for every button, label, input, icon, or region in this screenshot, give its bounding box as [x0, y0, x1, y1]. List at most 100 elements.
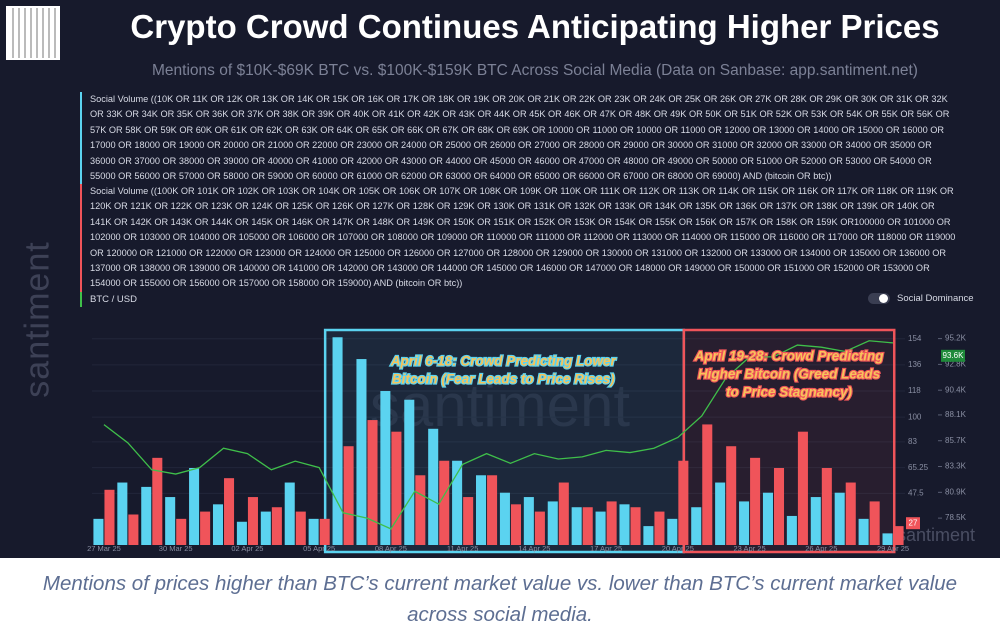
bar	[715, 482, 726, 545]
bar	[141, 486, 152, 545]
y2-tick-label: 88.1K	[945, 410, 967, 419]
bar	[104, 489, 115, 545]
bar	[332, 337, 343, 545]
bar	[176, 518, 187, 545]
price-line	[103, 340, 894, 530]
bar	[212, 504, 224, 545]
bar	[821, 468, 832, 545]
bar	[463, 497, 474, 545]
bar	[308, 518, 319, 545]
x-tick-label: 02 Apr 25	[231, 544, 263, 553]
annotation: Bitcoin (Fear Leads to Price Rises)	[392, 372, 615, 387]
bar	[582, 507, 593, 545]
bar	[295, 511, 306, 545]
x-tick-label: 20 Apr 25	[662, 544, 694, 553]
y-tick-label: 83	[908, 437, 917, 446]
bar	[797, 431, 808, 545]
legend-entry[interactable]: Social Volume ((100K OR 101K OR 102K OR …	[80, 184, 958, 292]
bar	[415, 475, 426, 545]
bar	[510, 504, 521, 545]
bar	[189, 468, 200, 545]
x-tick-label: 17 Apr 25	[590, 544, 622, 553]
chart-subtitle: Mentions of $10K-$69K BTC vs. $100K-$159…	[152, 62, 918, 79]
bar	[739, 501, 750, 545]
bar	[810, 497, 821, 545]
bar	[654, 511, 665, 545]
bar	[678, 460, 689, 545]
legend-entry[interactable]: BTC / USD	[80, 292, 137, 307]
x-tick-label: 23 Apr 25	[734, 544, 766, 553]
bar	[643, 526, 654, 545]
bar	[667, 518, 678, 545]
bar	[499, 492, 510, 545]
bar	[547, 501, 558, 545]
bar	[619, 504, 630, 545]
bar	[691, 507, 702, 545]
bar	[452, 460, 463, 545]
bar	[773, 468, 785, 545]
bar	[893, 526, 904, 545]
bar	[702, 424, 713, 545]
bar	[534, 511, 545, 545]
annotation: April 6-18: Crowd Predicting Lower	[390, 354, 617, 369]
x-tick-label: 26 Apr 25	[805, 544, 837, 553]
bar	[606, 501, 617, 545]
bar	[271, 507, 282, 545]
bar	[487, 475, 498, 545]
bar	[845, 482, 856, 545]
bar	[117, 482, 128, 545]
bar	[128, 514, 139, 545]
value-badge-label: 27	[909, 518, 918, 527]
bar	[523, 497, 534, 545]
legend-entry[interactable]: Social Volume ((10K OR 11K OR 12K OR 13K…	[80, 92, 958, 185]
bar	[224, 478, 235, 545]
bar	[165, 497, 176, 545]
toggle-label[interactable]: Social Dominance	[897, 293, 974, 304]
x-tick-label: 29 Apr 25	[877, 544, 909, 553]
annotation: Higher Bitcoin (Greed Leads	[698, 367, 881, 382]
bar	[750, 457, 761, 545]
bar	[595, 511, 606, 545]
y2-tick-label: 78.5K	[945, 513, 967, 522]
bar	[558, 482, 569, 545]
y2-tick-label: 85.7K	[945, 436, 967, 445]
bar	[391, 431, 402, 545]
bar	[858, 518, 869, 545]
bar	[319, 518, 330, 545]
chart-title: Crypto Crowd Continues Anticipating High…	[130, 8, 940, 45]
bar	[200, 511, 211, 545]
y2-tick-label: 92.8K	[945, 360, 967, 369]
x-tick-label: 30 Mar 25	[159, 544, 193, 553]
bar	[834, 492, 845, 545]
bar	[630, 507, 641, 545]
x-tick-label: 08 Apr 25	[375, 544, 407, 553]
bar	[356, 359, 367, 545]
bar	[367, 420, 378, 545]
bar	[571, 507, 582, 545]
bar	[404, 399, 415, 545]
y2-tick-label: 95.2K	[945, 334, 967, 343]
toggle-switch[interactable]	[868, 293, 890, 304]
y-tick-label: 47.5	[908, 489, 924, 498]
chart-panel: santiment Crypto Crowd Continues Anticip…	[0, 0, 1000, 558]
bar	[260, 511, 271, 545]
x-tick-label: 14 Apr 25	[518, 544, 550, 553]
bar	[380, 391, 391, 545]
y2-tick-label: 80.9K	[945, 487, 967, 496]
x-tick-label: 27 Mar 25	[87, 544, 121, 553]
annotation: to Price Stagnancy)	[726, 385, 853, 400]
y-tick-label: 100	[908, 412, 922, 421]
bar	[762, 492, 773, 545]
y-tick-label: 136	[908, 360, 922, 369]
value-badge	[906, 517, 920, 530]
bar	[882, 533, 893, 545]
bar	[726, 446, 737, 545]
bar	[476, 475, 487, 545]
bar	[869, 501, 880, 545]
bar	[93, 518, 104, 545]
bar	[343, 446, 354, 545]
bar	[284, 482, 295, 545]
y-tick-label: 118	[908, 386, 921, 395]
x-tick-label: 11 Apr 25	[447, 544, 479, 553]
